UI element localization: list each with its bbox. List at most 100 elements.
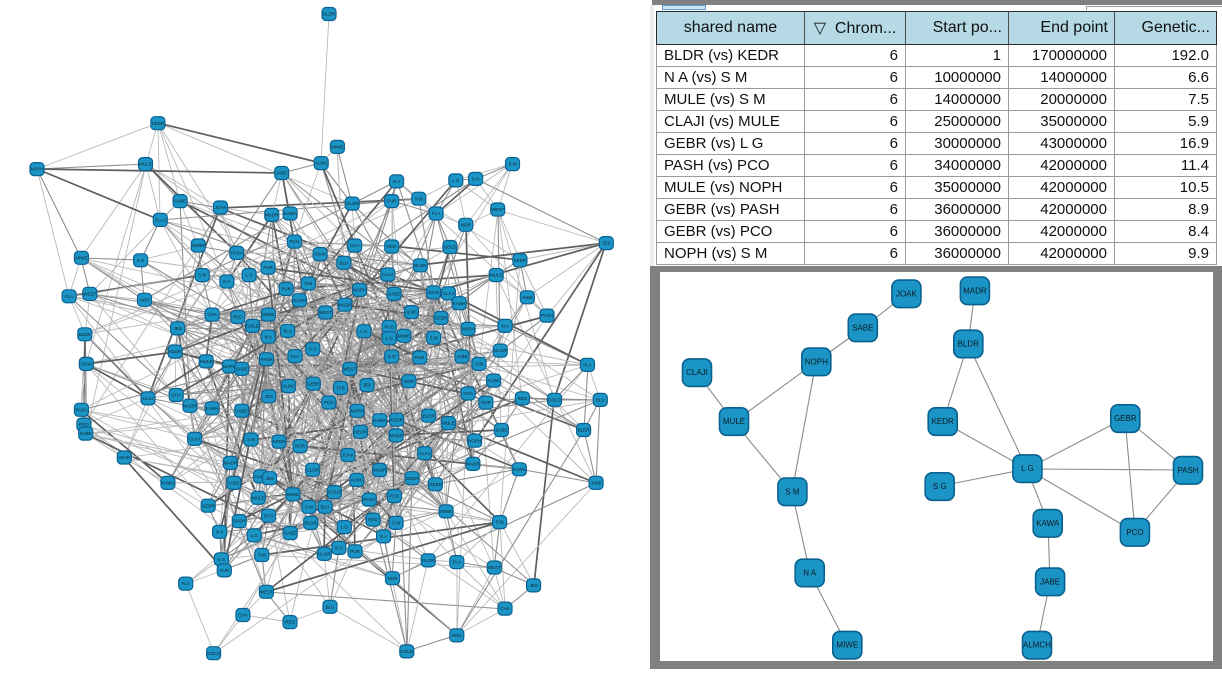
svg-text:BLU: BLU [283,329,292,334]
svg-text:FLA: FLA [182,581,190,586]
svg-text:GEBR: GEBR [429,482,443,487]
svg-text:KEDR: KEDR [390,417,403,422]
svg-text:PUR: PUR [350,549,360,554]
svg-text:S M: S M [198,273,206,278]
svg-text:BLDR: BLDR [958,340,980,349]
svg-text:PASH: PASH [260,357,272,362]
svg-text:L G: L G [1021,464,1034,473]
svg-text:BLU: BLU [339,260,348,265]
svg-text:PCO: PCO [264,513,274,518]
svg-text:JABE: JABE [456,354,467,359]
svg-text:JES: JES [529,583,537,588]
svg-text:TAB: TAB [495,520,503,525]
svg-text:N A: N A [223,279,230,284]
svg-text:GOLD: GOLD [207,651,221,656]
svg-text:JABE: JABE [228,481,239,486]
svg-text:BLDR: BLDR [423,413,436,418]
svg-text:CHA: CHA [350,243,360,248]
svg-text:S G: S G [933,482,947,491]
svg-text:L G: L G [341,525,349,530]
svg-text:GLOR: GLOR [306,467,320,472]
svg-text:PASH: PASH [541,313,553,318]
svg-text:CHA: CHA [463,391,473,396]
svg-text:KAWA: KAWA [513,467,526,472]
svg-text:KAWA: KAWA [1036,519,1060,528]
svg-text:ALMCH: ALMCH [1023,641,1051,650]
svg-text:GLOR: GLOR [293,298,307,303]
svg-text:JABE: JABE [590,481,601,486]
svg-text:KEDR: KEDR [152,121,165,126]
svg-text:RED: RED [518,396,528,401]
svg-text:JABE: JABE [236,408,247,413]
svg-text:NOR: NOR [404,379,415,384]
svg-text:RED: RED [452,633,462,638]
svg-text:PASH: PASH [231,251,243,256]
svg-text:GEBR: GEBR [406,476,420,481]
svg-text:WEST: WEST [488,565,501,570]
svg-text:CLAJ: CLAJ [155,218,166,223]
svg-text:ALMC: ALMC [487,378,500,383]
svg-text:JES: JES [363,383,371,388]
svg-text:SABE: SABE [80,431,92,436]
svg-text:S M: S M [247,437,255,442]
svg-text:ALMC: ALMC [282,384,295,389]
svg-text:MIWE: MIWE [836,641,858,650]
svg-text:GOLD: GOLD [328,490,342,495]
svg-text:PUR: PUR [387,199,397,204]
svg-text:PCO: PCO [384,325,394,330]
svg-text:TAB: TAB [415,196,423,201]
svg-text:N A: N A [393,179,400,184]
svg-text:L G: L G [360,329,368,334]
svg-text:GEBR: GEBR [1114,414,1137,423]
svg-text:CHA: CHA [207,312,217,317]
svg-text:NOR: NOR [295,444,306,449]
svg-text:JES: JES [265,394,273,399]
svg-text:WEST: WEST [491,207,504,212]
svg-text:PASH: PASH [75,407,87,412]
svg-text:NOR: NOR [481,400,492,405]
svg-text:BLDR: BLDR [323,12,336,17]
svg-text:SABE: SABE [236,367,248,372]
svg-text:KEDR: KEDR [932,417,954,426]
svg-text:PCO: PCO [290,239,300,244]
svg-text:JES: JES [602,241,610,246]
svg-text:TAB: TAB [304,281,312,286]
svg-text:JABE: JABE [522,295,533,300]
svg-text:KEDR: KEDR [354,429,367,434]
svg-text:NOR: NOR [140,297,151,302]
svg-text:WEST: WEST [83,292,96,297]
svg-text:NOPH: NOPH [351,408,364,413]
svg-text:TAB: TAB [475,362,483,367]
svg-text:PUR: PUR [263,265,273,270]
svg-text:PUR: PUR [220,568,230,573]
svg-text:GEBR: GEBR [202,503,216,508]
svg-text:S G: S G [309,347,317,352]
svg-text:MULE: MULE [390,433,403,438]
svg-text:JOAK: JOAK [118,455,130,460]
svg-text:FLA: FLA [453,560,461,565]
svg-text:RED: RED [233,315,243,320]
svg-text:NOPH: NOPH [805,358,828,367]
svg-text:S M: S M [430,335,438,340]
svg-text:KAWA: KAWA [206,406,219,411]
svg-text:GEBR: GEBR [435,316,449,321]
svg-text:BLDR: BLDR [79,332,92,337]
svg-text:GOLD: GOLD [444,245,458,250]
svg-text:S G: S G [388,354,396,359]
svg-text:S M: S M [785,488,800,497]
svg-text:N A: N A [803,569,817,578]
svg-text:KEDR: KEDR [169,349,182,354]
svg-text:CHA: CHA [238,613,248,618]
svg-text:S G: S G [218,557,226,562]
svg-text:GEBR: GEBR [307,381,321,386]
svg-text:JOAK: JOAK [896,290,918,299]
svg-text:GLOR: GLOR [346,201,360,206]
svg-text:JOAK: JOAK [428,290,440,295]
svg-text:CLAJ: CLAJ [443,291,454,296]
svg-text:PASH: PASH [363,497,375,502]
svg-text:PUR: PUR [415,355,425,360]
svg-text:ALMC: ALMC [254,474,267,479]
svg-text:CLAJ: CLAJ [189,437,200,442]
svg-text:NOPH: NOPH [462,327,475,332]
svg-text:CLAJ: CLAJ [419,451,430,456]
